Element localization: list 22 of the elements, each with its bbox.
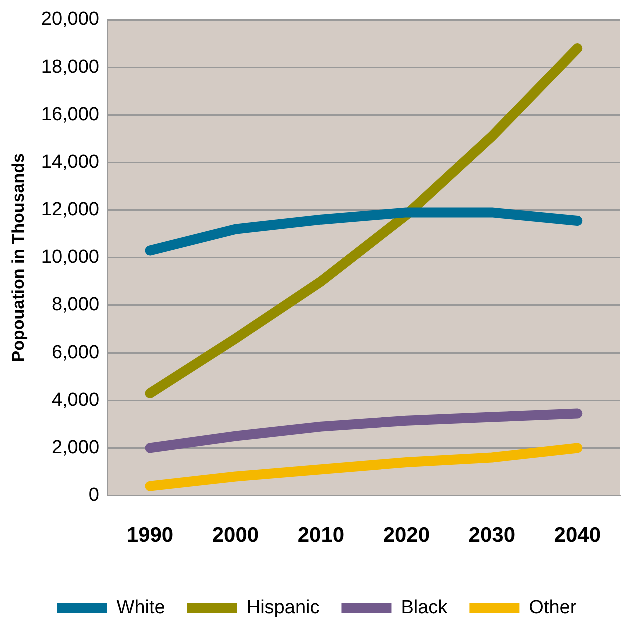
y-tick-label: 10,000	[41, 247, 100, 268]
y-axis-title: Popouation in Thousands	[8, 154, 28, 362]
legend-label: White	[116, 598, 166, 619]
legend-label: Hispanic	[246, 598, 320, 619]
x-tick-label: 2010	[298, 524, 345, 548]
x-tick-label: 2040	[554, 524, 601, 548]
x-tick-label: 1990	[126, 524, 174, 548]
y-tick-label: 12,000	[41, 200, 100, 221]
x-tick-label: 2000	[212, 524, 260, 548]
y-tick-label: 18,000	[41, 56, 100, 78]
y-tick-label: 6,000	[52, 342, 100, 364]
y-tick-label: 20,000	[41, 9, 100, 30]
y-tick-label: 8,000	[52, 294, 100, 316]
y-tick-label: 14,000	[41, 152, 100, 173]
y-tick-label: 4,000	[52, 390, 100, 411]
x-tick-label: 2020	[383, 524, 430, 548]
legend-label: Black	[401, 598, 448, 619]
legend-label: Other	[529, 598, 578, 619]
x-tick-label: 2030	[468, 524, 516, 548]
y-tick-label: 16,000	[41, 104, 100, 126]
y-tick-label: 2,000	[52, 437, 100, 458]
y-tick-label: 0	[88, 485, 100, 506]
